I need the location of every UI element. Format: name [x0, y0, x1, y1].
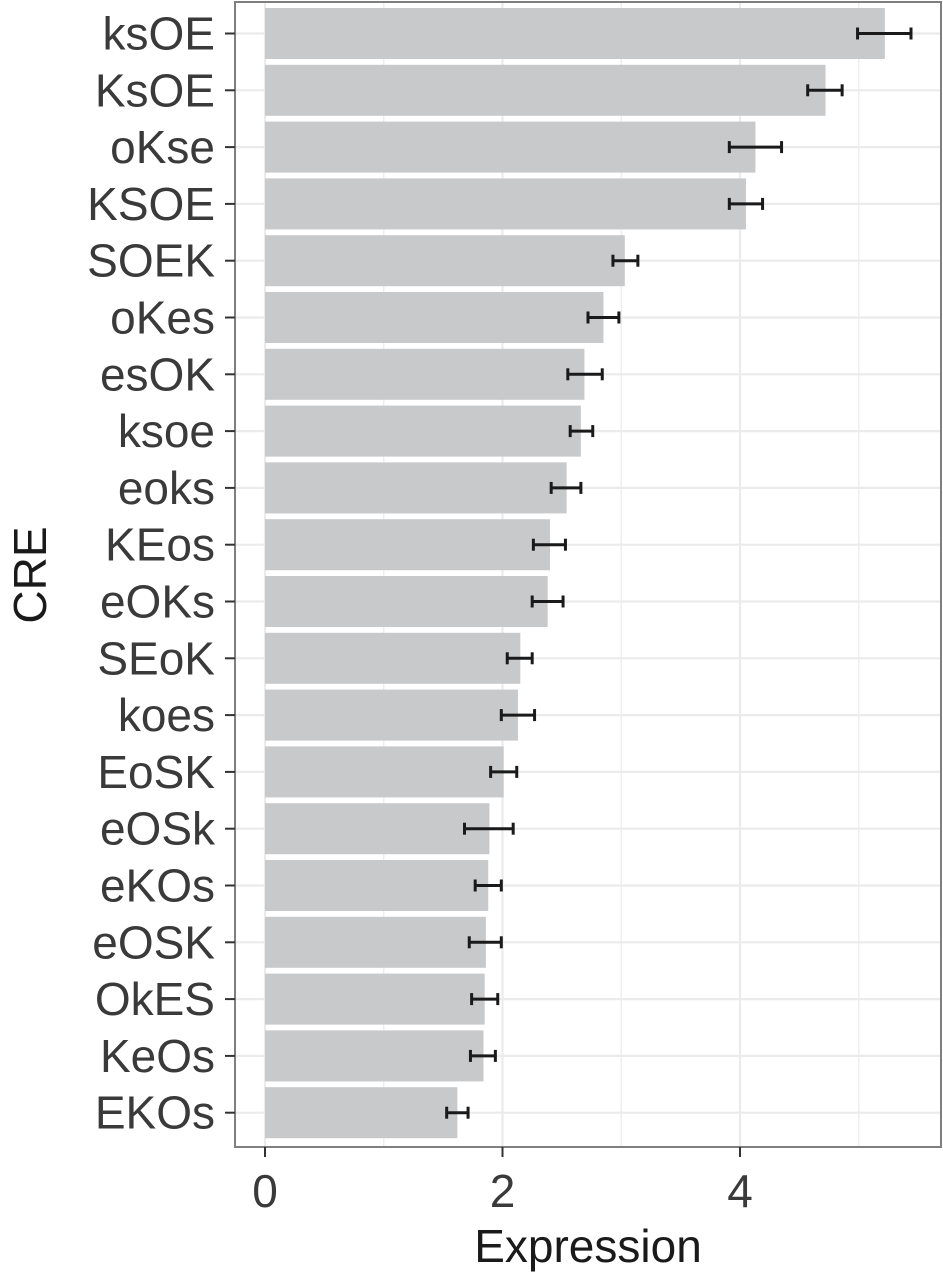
error-bar	[489, 765, 519, 778]
y-tick-label: ksOE	[103, 8, 215, 60]
bar	[265, 64, 826, 116]
bar	[265, 235, 625, 287]
bar	[265, 576, 548, 627]
y-tick-label: EoSK	[97, 746, 215, 798]
error-bar	[468, 1049, 497, 1062]
error-bar	[856, 27, 913, 40]
bar	[265, 860, 489, 911]
error-bar	[611, 254, 640, 267]
x-tick-label: 4	[727, 1165, 753, 1217]
x-axis: 0 2 4	[252, 1147, 753, 1217]
bars	[265, 8, 885, 1139]
bar	[265, 462, 567, 514]
bar	[265, 348, 585, 400]
error-bar	[727, 197, 765, 210]
bar	[265, 746, 504, 798]
error-bar	[445, 1106, 470, 1119]
y-tick-label: KsOE	[95, 64, 215, 116]
y-tick-label: OkES	[95, 973, 215, 1025]
x-tick-label: 2	[490, 1165, 516, 1217]
y-tick-label: EKOs	[95, 1087, 215, 1139]
error-bar	[499, 709, 537, 722]
error-bar	[566, 368, 604, 381]
error-bar	[463, 822, 515, 835]
y-tick-label: oKes	[110, 292, 215, 344]
x-tick-label: 0	[252, 1165, 278, 1217]
y-tick-label: ksoe	[118, 405, 215, 457]
y-tick-label: eOKs	[100, 576, 215, 628]
error-bar	[470, 993, 500, 1006]
y-tick-label: eKOs	[100, 860, 215, 912]
error-bar	[727, 141, 784, 154]
error-bar	[467, 936, 503, 949]
y-tick-label: KSOE	[87, 178, 215, 230]
error-bar	[568, 425, 595, 438]
bar	[265, 1030, 484, 1082]
error-bar	[530, 595, 565, 608]
y-tick-label: KEos	[105, 519, 215, 571]
error-bar	[473, 879, 503, 892]
bar	[265, 519, 550, 571]
x-axis-title: Expression	[474, 1220, 702, 1272]
y-tick-label: oKse	[110, 121, 215, 173]
bar	[265, 689, 518, 741]
y-tick-label: SOEK	[87, 235, 215, 287]
plot-panel-border	[234, 1, 942, 1148]
bar	[265, 973, 485, 1025]
bar	[265, 916, 486, 968]
y-tick-label: SEoK	[97, 632, 215, 684]
bar	[265, 292, 604, 343]
bar	[265, 632, 521, 684]
error-bar	[586, 311, 621, 324]
y-tick-label: eOSK	[92, 916, 215, 968]
bar	[265, 121, 756, 173]
y-tick-label: KeOs	[100, 1030, 215, 1082]
error-bar	[549, 481, 583, 494]
y-tick-label: eoks	[118, 462, 215, 514]
y-axis: ksOEKsOEoKseKSOESOEKoKesesOKksoeeoksKEos…	[87, 8, 235, 1139]
y-tick-label: eOSk	[100, 803, 216, 855]
bar	[265, 1087, 458, 1139]
error-bar	[531, 538, 567, 551]
bar	[265, 405, 581, 457]
error-bars	[445, 27, 913, 1119]
y-tick-label: esOK	[100, 348, 215, 400]
bar	[265, 8, 885, 59]
error-bar	[806, 84, 844, 97]
bar	[265, 803, 490, 855]
bar	[265, 178, 746, 230]
y-tick-label: koes	[118, 689, 215, 741]
y-axis-title: CRE	[4, 526, 56, 623]
error-bar	[505, 652, 534, 665]
